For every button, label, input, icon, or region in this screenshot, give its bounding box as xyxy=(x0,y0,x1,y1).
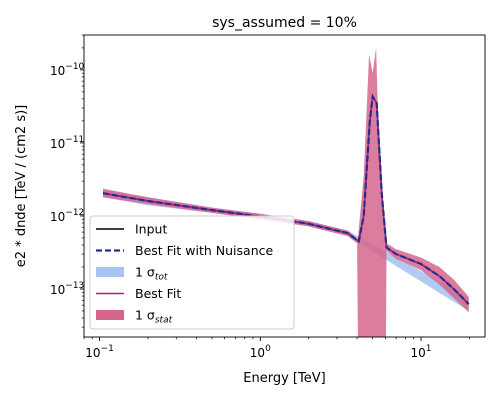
plot-frame xyxy=(83,34,486,338)
legend-label: Best Fit with Nuisance xyxy=(135,243,273,258)
y-tick-label: 10−13 xyxy=(50,281,84,297)
legend-label: Input xyxy=(135,222,167,237)
legend-label: Best Fit xyxy=(135,286,181,301)
x-tick-label: 10−1 xyxy=(85,344,114,360)
legend-swatch-1--stat xyxy=(96,310,124,320)
y-axis-label: e2 * dnde [TeV / (cm2 s)] xyxy=(14,105,29,267)
y-tick-label: 10−10 xyxy=(50,62,85,78)
x-tick-label: 101 xyxy=(411,344,432,360)
legend-label: 1 σtot xyxy=(135,265,168,283)
x-tick-label: 100 xyxy=(250,344,271,360)
legend-label: 1 σstat xyxy=(135,308,173,326)
y-tick-label: 10−11 xyxy=(50,135,84,151)
legend: Input Best Fit with Nuisance 1 σtot Best Fi… xyxy=(89,215,295,330)
y-tick-label: 10−12 xyxy=(50,208,84,224)
chart-title: sys_assumed = 10% xyxy=(212,15,357,31)
legend-swatch-1--tot xyxy=(96,267,124,277)
x-axis-label: Energy [TeV] xyxy=(243,371,325,386)
legend-box xyxy=(89,215,295,330)
y-ticks: 10−13 10−12 10−11 10−10 xyxy=(50,34,85,328)
x-ticks: 10−1 100 101 xyxy=(83,337,470,360)
